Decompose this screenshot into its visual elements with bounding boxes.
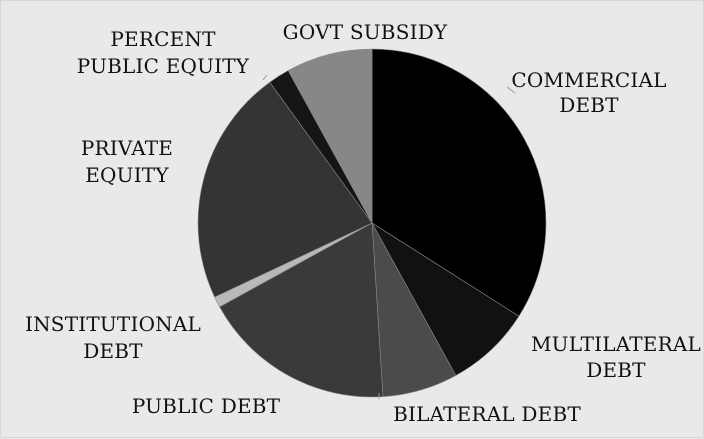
- label-line: GOVT SUBSIDY: [283, 20, 448, 44]
- label-line: BILATERAL DEBT: [393, 402, 581, 426]
- slice-govt-subsidy: [287, 48, 373, 224]
- label-multilateral-debt: MULTILATERAL DEBT: [531, 332, 701, 382]
- slice-public-debt: [219, 222, 384, 398]
- leader-lines: [262, 74, 516, 399]
- label-govt-subsidy: GOVT SUBSIDY: [283, 20, 448, 44]
- label-bilateral-debt: BILATERAL DEBT: [393, 402, 581, 426]
- slice-commercial-debt: [371, 48, 547, 317]
- label-line: PUBLIC EQUITY: [77, 54, 250, 78]
- pie-slices: [197, 48, 547, 398]
- label-line: MULTILATERAL: [531, 332, 701, 356]
- label-line: INSTITUTIONAL: [25, 312, 201, 336]
- label-line: PRIVATE: [81, 136, 173, 160]
- label-line: COMMERCIAL: [511, 68, 666, 92]
- label-line: DEBT: [559, 93, 619, 117]
- label-line: DEBT: [83, 339, 143, 363]
- label-line: DEBT: [586, 358, 646, 382]
- label-line: PERCENT: [110, 27, 216, 51]
- label-institutional-debt: INSTITUTIONAL DEBT: [25, 312, 201, 363]
- leader-line-commercial-debt: [506, 86, 516, 94]
- label-line: EQUITY: [85, 163, 169, 187]
- label-line: PUBLIC DEBT: [132, 394, 281, 418]
- leader-line-percent-public-equity: [262, 74, 268, 81]
- label-percent-public-equity: PERCENT PUBLIC EQUITY: [77, 27, 250, 78]
- label-private-equity: PRIVATE EQUITY: [81, 136, 173, 187]
- label-commercial-debt: COMMERCIAL DEBT: [511, 68, 666, 117]
- slice-private-equity: [197, 81, 373, 298]
- label-public-debt: PUBLIC DEBT: [132, 394, 281, 418]
